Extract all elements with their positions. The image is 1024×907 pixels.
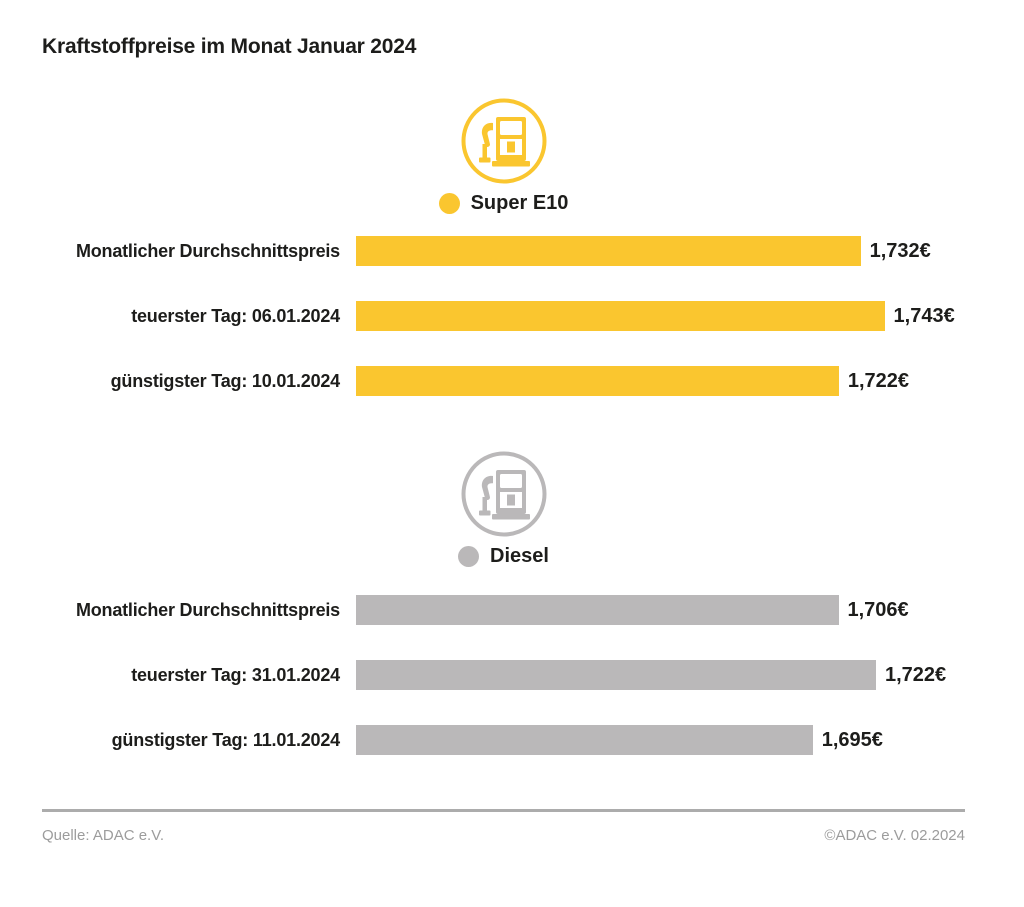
fuel-pump-icon <box>461 451 546 537</box>
bar-track: 1,743€ <box>356 301 965 331</box>
bar-super-e10-cheapest-day <box>356 366 839 396</box>
bar-category-label: günstigster Tag: 11.01.2024 <box>111 729 341 750</box>
legend-label: Diesel <box>490 544 549 567</box>
super-e10-bars: Monatlicher Durchschnittspreis 1,732€ te… <box>42 236 965 396</box>
bar-row: teuerster Tag: 31.01.2024 1,722€ <box>42 660 965 690</box>
bar-track: 1,695€ <box>356 725 965 755</box>
super-e10-header: Super E10 <box>42 97 965 215</box>
bar-diesel-cheapest-day <box>356 725 813 755</box>
bar-row: teuerster Tag: 06.01.2024 1,743€ <box>42 301 965 331</box>
bar-super-e10-average <box>356 236 861 266</box>
bar-value-label: 1,695€ <box>821 728 883 751</box>
copyright-label: ©ADAC e.V. 02.2024 <box>824 827 965 844</box>
page-title: Kraftstoffpreise im Monat Januar 2024 <box>42 35 417 58</box>
legend-label: Super E10 <box>470 191 569 214</box>
bar-row: Monatlicher Durchschnittspreis 1,706€ <box>42 595 965 625</box>
bar-category-label: Monatlicher Durchschnittspreis <box>75 240 340 261</box>
diesel-bars: Monatlicher Durchschnittspreis 1,706€ te… <box>42 595 965 755</box>
bar-super-e10-most-expensive-day <box>356 301 885 331</box>
source-label: Quelle: ADAC e.V. <box>42 827 165 844</box>
bar-category-label: teuerster Tag: 31.01.2024 <box>131 664 340 685</box>
bar-track: 1,722€ <box>356 366 965 396</box>
circle-dot-icon <box>458 545 480 567</box>
diesel-header: Diesel <box>42 450 965 568</box>
bar-value-label: 1,722€ <box>847 369 910 392</box>
bar-category-label: teuerster Tag: 06.01.2024 <box>131 305 340 326</box>
bar-value-label: 1,743€ <box>893 304 955 327</box>
footer-divider <box>42 809 965 812</box>
bar-track: 1,732€ <box>356 236 965 266</box>
bar-value-label: 1,706€ <box>847 598 909 621</box>
footer-text-row: Quelle: ADAC e.V. ©ADAC e.V. 02.2024 <box>42 827 965 844</box>
bar-row: günstigster Tag: 10.01.2024 1,722€ <box>42 366 965 396</box>
bar-value-label: 1,722€ <box>884 663 947 686</box>
bar-diesel-average <box>356 595 839 625</box>
diesel-section: Diesel Monatlicher Durchschnittspreis 1,… <box>42 450 965 755</box>
bar-category-label: Monatlicher Durchschnittspreis <box>75 599 340 620</box>
legend-super-e10: Super E10 <box>438 191 569 215</box>
fuel-pump-icon <box>461 98 546 184</box>
legend-diesel: Diesel <box>458 544 549 568</box>
bar-row: Monatlicher Durchschnittspreis 1,732€ <box>42 236 965 266</box>
footer: Quelle: ADAC e.V. ©ADAC e.V. 02.2024 <box>42 809 965 844</box>
bar-value-label: 1,732€ <box>869 239 931 262</box>
bar-category-label: günstigster Tag: 10.01.2024 <box>110 370 341 391</box>
bar-diesel-most-expensive-day <box>356 660 876 690</box>
infographic-root: Kraftstoffpreise im Monat Januar 2024 Su… <box>42 35 965 844</box>
circle-dot-icon <box>438 192 460 214</box>
bar-track: 1,722€ <box>356 660 965 690</box>
bar-track: 1,706€ <box>356 595 965 625</box>
bar-row: günstigster Tag: 11.01.2024 1,695€ <box>42 725 965 755</box>
super-e10-section: Super E10 Monatlicher Durchschnittspreis… <box>42 97 965 396</box>
